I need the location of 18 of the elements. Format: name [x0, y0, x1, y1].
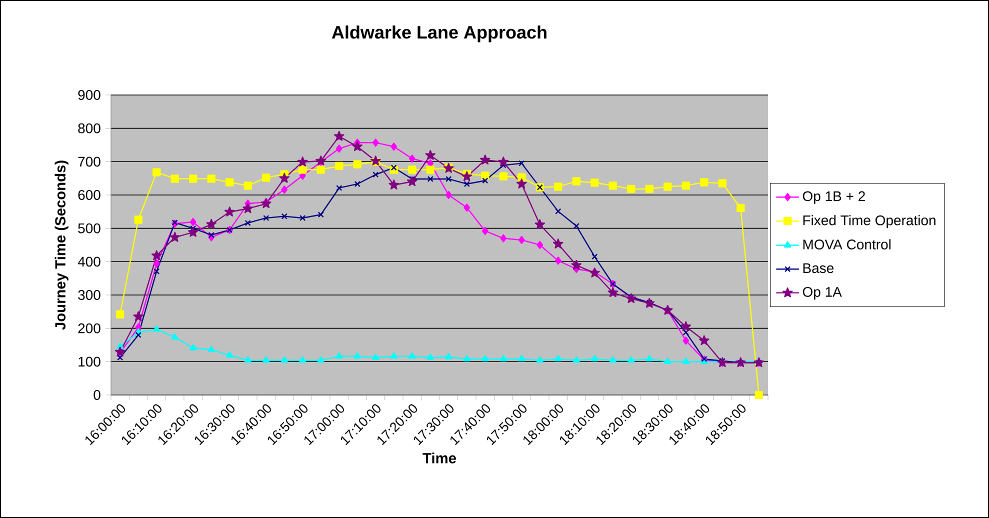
y-tick-label: 800 [78, 123, 100, 134]
legend-label: MOVA Control [803, 239, 890, 250]
y-tick-label: 200 [78, 323, 100, 334]
y-tick-label: 900 [78, 90, 100, 100]
y-tick-label: 400 [78, 256, 100, 267]
y-tick-label: 0 [94, 390, 100, 400]
y-axis-title: Journey Time (Seconds) [54, 160, 68, 330]
y-tick-label: 100 [78, 356, 100, 367]
legend-label: Base [803, 263, 834, 274]
y-tick-label: 600 [78, 190, 100, 200]
y-tick-label: 700 [78, 156, 100, 167]
legend-label: Op 1B + 2 [802, 191, 865, 204]
x-axis-title: Time [422, 452, 456, 464]
legend-label: Op 1A [802, 286, 842, 300]
legend-label: Fixed Time Operation [803, 215, 936, 228]
y-tick-label: 500 [78, 223, 100, 234]
y-tick-label: 300 [78, 290, 100, 300]
chart-title: Aldwarke Lane Approach [332, 25, 546, 42]
